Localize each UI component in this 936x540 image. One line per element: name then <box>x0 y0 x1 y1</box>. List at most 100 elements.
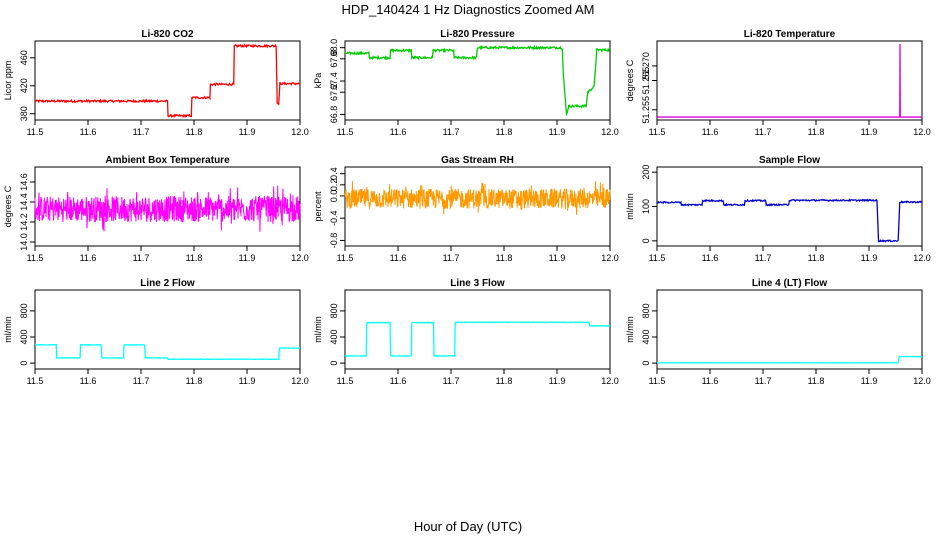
y-tick-label: 460 <box>19 50 29 65</box>
y-tick-label: 0 <box>329 361 339 366</box>
x-tick-label: 11.8 <box>186 127 203 137</box>
x-tick-label: 11.6 <box>702 253 719 263</box>
y-tick-label: 67.2 <box>329 83 339 101</box>
x-tick-label: 11.5 <box>649 253 666 263</box>
panel-title: Line 4 (LT) Flow <box>752 278 828 289</box>
x-tick-label: 11.7 <box>133 376 150 386</box>
series-line <box>656 355 923 364</box>
y-axis-label: ml/min <box>3 316 13 343</box>
y-tick-label: 0 <box>19 361 29 366</box>
y-tick-label: 100 <box>641 199 651 214</box>
y-tick-label: 420 <box>19 78 29 93</box>
x-tick-label: 11.7 <box>443 253 460 263</box>
x-axis-title: Hour of Day (UTC) <box>414 519 522 534</box>
x-tick-label: 11.9 <box>549 376 566 386</box>
y-tick-label: 51.265 <box>641 67 651 95</box>
y-tick-label: 0.2 <box>329 179 339 192</box>
y-axis-label: ml/min <box>625 316 635 343</box>
series-line <box>344 181 611 215</box>
series-line <box>656 198 923 243</box>
y-tick-label: 67.8 <box>329 50 339 68</box>
x-tick-label: 11.5 <box>337 127 354 137</box>
series-line <box>34 185 301 232</box>
y-tick-label: 68.0 <box>329 39 339 57</box>
panel-8: Line 4 (LT) Flow 11.5 11.6 11.7 11.8 11.9 12.0… <box>625 278 931 386</box>
plot-frame <box>656 166 923 247</box>
plot-frame <box>344 166 611 247</box>
x-tick-label: 11.5 <box>27 253 44 263</box>
x-tick-label: 11.8 <box>496 127 513 137</box>
x-tick-label: 11.6 <box>702 127 719 137</box>
panel-4: Gas Stream RH 11.5 11.6 11.7 11.8 11.9 12.0 -0.… <box>313 155 619 263</box>
y-tick-label: 800 <box>641 303 651 318</box>
panel-title: Line 3 Flow <box>450 278 505 289</box>
plot-frame <box>656 40 923 121</box>
x-tick-label: 11.5 <box>27 376 44 386</box>
x-tick-label: 11.9 <box>239 376 256 386</box>
y-tick-label: 67.4 <box>329 72 339 90</box>
y-axis-label: percent <box>313 191 323 222</box>
y-axis-label: kPa <box>313 73 323 89</box>
x-tick-label: 11.6 <box>390 253 407 263</box>
x-tick-label: 11.6 <box>390 376 407 386</box>
y-tick-label: 380 <box>19 106 29 121</box>
y-tick-label: 66.8 <box>329 106 339 124</box>
x-tick-label: 11.7 <box>133 127 150 137</box>
x-tick-label: 11.5 <box>27 127 44 137</box>
x-tick-label: 11.7 <box>755 127 772 137</box>
x-tick-label: 11.9 <box>239 127 256 137</box>
series-line <box>657 43 922 118</box>
x-tick-label: 12.0 <box>291 253 309 263</box>
plot-frame <box>656 289 923 370</box>
panel-title: Line 2 Flow <box>140 278 195 289</box>
x-tick-label: 12.0 <box>913 376 931 386</box>
x-tick-label: 11.9 <box>239 253 256 263</box>
x-tick-label: 11.9 <box>861 376 878 386</box>
x-tick-label: 11.8 <box>186 253 203 263</box>
panel-1: Li-820 Pressure 11.5 11.6 11.7 11.8 11.9 12.0 6… <box>313 29 619 137</box>
x-tick-label: 11.8 <box>808 127 825 137</box>
x-tick-label: 11.9 <box>861 127 878 137</box>
y-tick-label: 800 <box>19 303 29 318</box>
x-tick-label: 11.6 <box>80 127 97 137</box>
x-tick-label: 12.0 <box>291 376 309 386</box>
series-line <box>34 43 301 119</box>
panel-title: Gas Stream RH <box>441 155 514 166</box>
y-tick-label: 400 <box>329 329 339 344</box>
y-axis-label: degrees C <box>625 59 635 101</box>
y-tick-label: 14.4 <box>19 193 29 211</box>
x-tick-label: 12.0 <box>601 253 619 263</box>
y-tick-label: 0 <box>641 238 651 243</box>
plot-frame <box>34 40 301 121</box>
panel-2: Li-820 Temperature 11.5 11.6 11.7 11.8 11.9 12… <box>625 29 931 137</box>
plot-frame <box>344 289 611 370</box>
series-line <box>344 44 611 116</box>
y-tick-label: 51.255 <box>641 96 651 124</box>
plot-frame <box>344 40 611 121</box>
panel-6: Line 2 Flow 11.5 11.6 11.7 11.8 11.9 12.0 0 400 8… <box>3 278 309 386</box>
y-axis-label: Licor ppm <box>3 61 13 101</box>
x-tick-label: 11.9 <box>861 253 878 263</box>
y-tick-label: -0.4 <box>329 210 339 226</box>
panel-7: Line 3 Flow 11.5 11.6 11.7 11.8 11.9 12.0 0 400 8… <box>313 278 619 386</box>
panel-5: Sample Flow 11.5 11.6 11.7 11.8 11.9 12.0 0 100 2… <box>625 155 931 263</box>
panel-0: Li-820 CO2 11.5 11.6 11.7 11.8 11.9 12.0 380 420… <box>3 29 309 137</box>
x-tick-label: 12.0 <box>913 127 931 137</box>
y-axis-label: ml/min <box>625 193 635 220</box>
x-tick-label: 11.8 <box>808 376 825 386</box>
y-tick-label: 400 <box>19 329 29 344</box>
panel-title: Li-820 Temperature <box>744 29 836 40</box>
x-tick-label: 12.0 <box>601 127 619 137</box>
x-tick-label: 11.8 <box>496 253 513 263</box>
x-tick-label: 12.0 <box>601 376 619 386</box>
y-axis-label: degrees C <box>3 185 13 227</box>
panel-title: Li-820 Pressure <box>440 29 515 40</box>
y-axis-label: ml/min <box>313 316 323 343</box>
figure-title: HDP_140424 1 Hz Diagnostics Zoomed AM <box>342 2 595 17</box>
series-line <box>34 343 301 361</box>
y-tick-label: 0 <box>641 361 651 366</box>
x-tick-label: 11.6 <box>702 376 719 386</box>
y-tick-label: 51.270 <box>641 52 651 80</box>
x-tick-label: 11.7 <box>443 376 460 386</box>
